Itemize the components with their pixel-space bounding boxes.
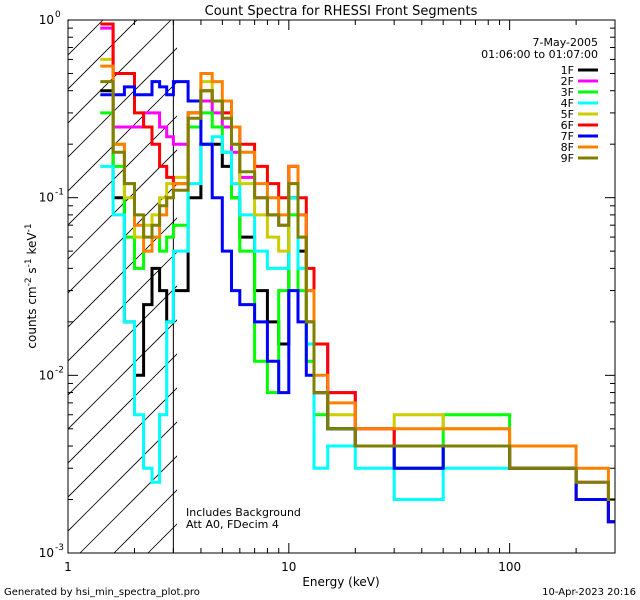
series-9F — [100, 80, 615, 501]
hatch-line — [68, 149, 177, 260]
hatch-line — [68, 353, 177, 464]
hatch-line — [522, 0, 640, 553]
legend-label-9F: 9F — [561, 152, 574, 165]
x-tick-label: 100 — [498, 560, 521, 574]
y-tick-exponent: -2 — [55, 365, 64, 375]
hatch-line — [624, 0, 640, 553]
hatch-line — [68, 251, 177, 362]
hatch-line — [284, 0, 640, 553]
footer-timestamp: 10-Apr-2023 20:16 — [542, 587, 636, 598]
hatch-line — [250, 0, 640, 553]
x-tick-label: 1 — [64, 560, 72, 574]
y-tick-label: 10 — [39, 546, 54, 560]
hatch-line — [68, 421, 177, 532]
hatch-line — [68, 20, 104, 56]
hatch-line — [68, 47, 177, 158]
hatch-line — [68, 20, 138, 90]
x-axis-label: Energy (keV) — [302, 575, 379, 589]
legend-label-6F: 6F — [561, 119, 574, 132]
hatch-line — [68, 20, 172, 124]
hatch-line — [0, 0, 102, 553]
y-tick-exponent: -1 — [55, 188, 64, 198]
series-7F — [100, 80, 615, 524]
legend-label-2F: 2F — [561, 75, 574, 88]
series-4F — [100, 135, 615, 524]
legend-label-8F: 8F — [561, 141, 574, 154]
legend-label-4F: 4F — [561, 97, 574, 110]
y-tick-label: 10 — [39, 13, 54, 27]
y-tick-exponent: 0 — [55, 10, 61, 20]
x-tick-label: 10 — [281, 560, 296, 574]
hatch-line — [68, 387, 177, 498]
footer-generator: Generated by hsi_min_spectra_plot.pro — [4, 587, 200, 598]
legend-time: 01:06:00 to 01:07:00 — [481, 48, 598, 61]
hatch-line — [79, 455, 177, 553]
y-axis-label: counts cm-2 s-1 keV-1 — [24, 223, 39, 348]
hatch-line — [68, 319, 177, 430]
y-tick-exponent: -3 — [55, 543, 64, 553]
series-layer — [100, 22, 615, 524]
note-background: Includes Background — [186, 506, 301, 519]
series-8F — [100, 64, 615, 501]
legend-label-3F: 3F — [561, 86, 574, 99]
y-tick-label: 10 — [39, 191, 54, 205]
hatch-line — [68, 217, 177, 328]
chart-title: Count Spectra for RHESSI Front Segments — [205, 4, 478, 19]
plot-frame — [67, 19, 616, 554]
hatch-line — [386, 0, 640, 553]
series-3F — [100, 111, 615, 524]
series-1F — [100, 89, 615, 524]
legend-date: 7-May-2005 — [533, 36, 598, 49]
hatch-line — [454, 0, 640, 553]
y-tick-label: 10 — [39, 368, 54, 382]
hatch-line — [68, 183, 177, 294]
hatch-line — [318, 0, 640, 553]
attenuator-hatch-region — [0, 0, 640, 553]
legend-label-7F: 7F — [561, 130, 574, 143]
legend: 7-May-2005 01:06:00 to 01:07:00 1F2F3F4F… — [481, 36, 598, 165]
legend-label-5F: 5F — [561, 108, 574, 121]
note-attenuator: Att A0, FDecim 4 — [186, 518, 279, 531]
legend-label-1F: 1F — [561, 64, 574, 77]
